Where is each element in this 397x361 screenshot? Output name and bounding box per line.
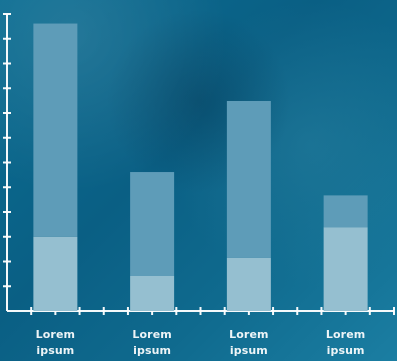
category-label-line-1: Lorem: [229, 328, 268, 341]
bar-base-1: [33, 236, 78, 311]
bar-top-4: [323, 195, 368, 228]
bar-top-1: [33, 23, 78, 237]
bar-base-4: [323, 227, 368, 311]
bar-top-2: [130, 172, 175, 276]
category-label-line-2: ipsum: [133, 344, 171, 357]
category-label-line-2: ipsum: [230, 344, 268, 357]
bar-base-3: [226, 257, 271, 311]
category-label-4: Lorem ipsum: [326, 328, 365, 357]
category-label-2: Lorem ipsum: [132, 328, 171, 357]
bar-base-2: [130, 275, 175, 311]
bar-top-3: [226, 100, 271, 258]
category-label-line-2: ipsum: [36, 344, 74, 357]
category-label-3: Lorem ipsum: [229, 328, 268, 357]
category-label-1: Lorem ipsum: [36, 328, 75, 357]
category-label-line-2: ipsum: [327, 344, 365, 357]
category-label-line-1: Lorem: [326, 328, 365, 341]
category-label-line-1: Lorem: [36, 328, 75, 341]
category-label-line-1: Lorem: [132, 328, 171, 341]
